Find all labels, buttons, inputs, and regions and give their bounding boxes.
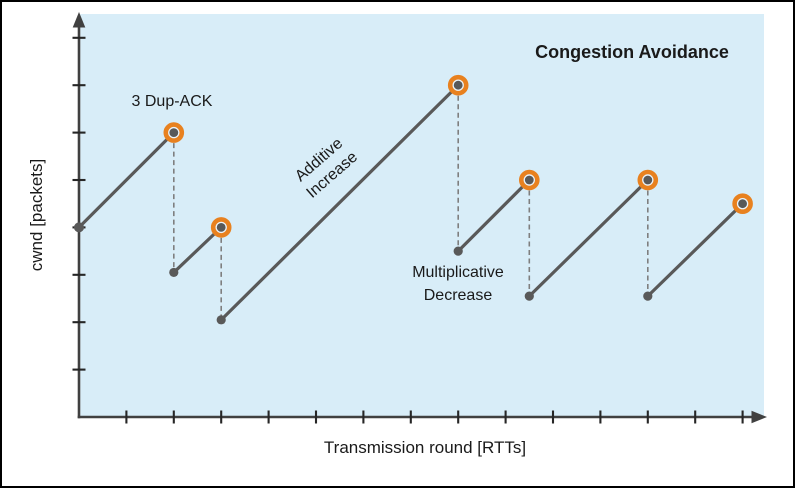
loss-event-center-dot [216, 223, 226, 232]
series-start-dot [74, 222, 84, 233]
multiplicative-decrease-line1: Multiplicative [412, 264, 504, 281]
drop-floor-dot [216, 315, 226, 325]
loss-event-center-dot [453, 80, 463, 90]
drop-floor-dot [453, 246, 463, 256]
drop-floor-dot [524, 291, 534, 301]
x-axis-arrow-icon [751, 410, 767, 424]
multiplicative-decrease-line2: Decrease [424, 287, 493, 304]
cwnd-segment [77, 131, 176, 229]
dup-ack-label: 3 Dup-ACK [132, 93, 213, 110]
cwnd-segment [527, 178, 650, 298]
x-ticks [125, 410, 744, 424]
drop-floor-dot [169, 267, 179, 278]
x-axis [77, 410, 767, 424]
cwnd-segment [646, 202, 745, 298]
cwnd-sawtooth-series [74, 74, 753, 325]
y-axis-label: cwnd [packets] [27, 159, 46, 271]
cwnd-segment [456, 178, 531, 253]
plot-area [80, 14, 765, 417]
loss-event-center-dot [738, 199, 747, 209]
y-axis-arrow-icon [72, 12, 86, 28]
loss-event-center-dot [643, 175, 653, 185]
loss-event-center-dot [169, 128, 179, 138]
multiplicative-decrease-label: Multiplicative Decrease [412, 264, 504, 304]
cwnd-segment [219, 83, 460, 322]
x-axis-label: Transmission round [RTTs] [324, 438, 526, 457]
cwnd-segment [172, 225, 223, 275]
chart-title: Congestion Avoidance [535, 42, 729, 62]
loss-event-center-dot [524, 175, 534, 185]
drop-floor-dot [643, 291, 653, 301]
